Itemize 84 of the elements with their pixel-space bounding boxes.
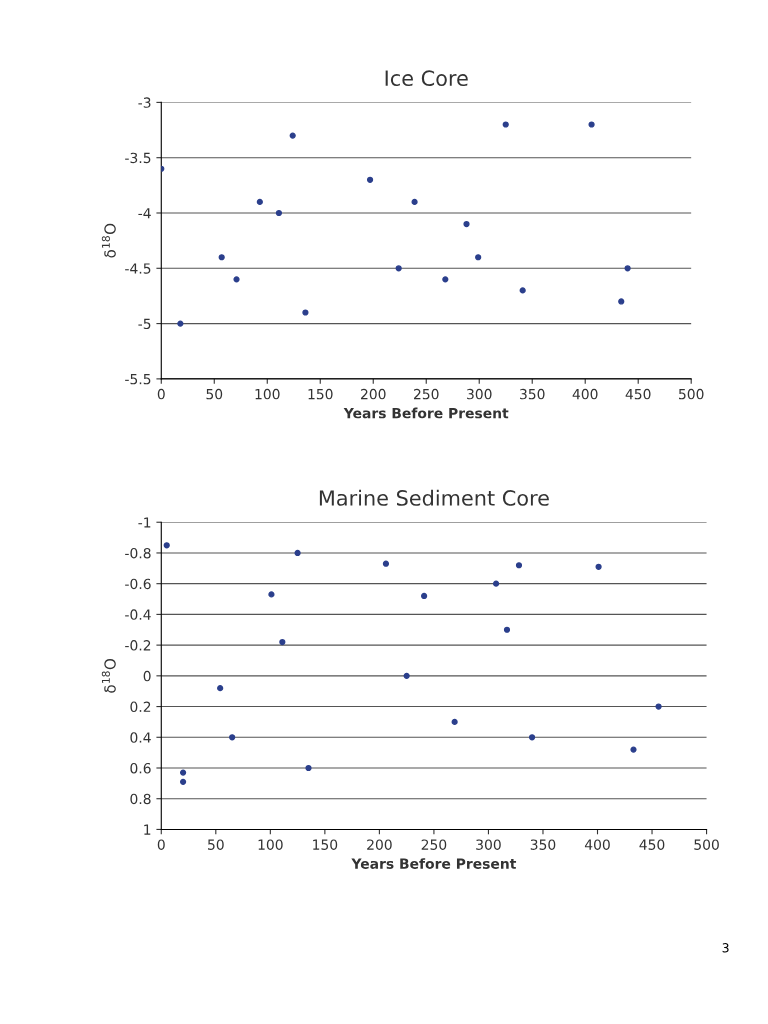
point xyxy=(289,132,296,139)
point xyxy=(179,769,187,776)
point xyxy=(588,121,595,128)
point xyxy=(268,591,275,598)
point xyxy=(503,626,511,633)
y-tick-label: 0.6 xyxy=(130,762,151,774)
x-tick-label: 500 xyxy=(694,839,719,850)
point xyxy=(528,734,536,741)
y-tick-label: -3 xyxy=(138,97,151,108)
x-tick-label: 400 xyxy=(584,839,610,850)
y-tick-label: 0.4 xyxy=(130,732,151,743)
point xyxy=(624,265,631,272)
x-tick-label: 0 xyxy=(157,388,165,400)
x-tick-label: 250 xyxy=(414,388,439,400)
y-tick-label: -0.2 xyxy=(125,640,151,651)
x-tick-label: 300 xyxy=(476,839,501,850)
point xyxy=(256,198,263,206)
point xyxy=(630,746,637,753)
x-tick-label: 350 xyxy=(530,839,556,850)
point xyxy=(382,560,390,567)
point xyxy=(366,176,374,183)
point xyxy=(294,549,301,557)
point xyxy=(618,298,625,305)
point xyxy=(492,580,500,587)
x-tick-label: 400 xyxy=(572,388,598,400)
x-tick-label: 150 xyxy=(313,839,338,850)
chart-title: Ice Core xyxy=(385,70,468,87)
point xyxy=(395,265,402,272)
point xyxy=(177,320,184,327)
x-tick-label: 450 xyxy=(639,839,665,850)
point xyxy=(179,778,187,785)
y-tick-label: -0.8 xyxy=(125,547,151,559)
y-tick-label: 1 xyxy=(144,824,151,835)
point xyxy=(302,309,309,316)
x-tick-label: 200 xyxy=(361,388,386,400)
y-tick-label: -5 xyxy=(138,318,151,330)
y-tick-label: -0.6 xyxy=(125,578,151,590)
y-tick-label: 0.8 xyxy=(130,793,151,805)
x-tick-label: 100 xyxy=(255,388,280,400)
x-tick-label: 350 xyxy=(520,388,545,400)
x-tick-label: 50 xyxy=(208,839,224,850)
point xyxy=(502,121,509,128)
point xyxy=(595,563,602,570)
y-axis-title: δ$^{18}$O xyxy=(101,223,116,258)
y-tick-label: -4 xyxy=(138,208,151,219)
y-tick-label: -5.5 xyxy=(125,374,151,385)
x-axis-title: Years Before Present xyxy=(351,858,517,869)
point xyxy=(279,638,286,646)
y-tick-label: 0.2 xyxy=(130,701,151,713)
y-tick-label: -0.4 xyxy=(125,609,151,620)
x-tick-label: 250 xyxy=(421,839,447,850)
chart-title: Marine Sediment Core xyxy=(319,489,549,506)
point xyxy=(421,592,428,600)
point xyxy=(217,685,224,692)
point xyxy=(475,254,482,261)
x-tick-label: 300 xyxy=(467,388,492,400)
point xyxy=(655,703,662,710)
x-tick-label: 0 xyxy=(157,839,165,850)
point xyxy=(451,718,458,726)
y-tick-label: -1 xyxy=(138,517,151,528)
point xyxy=(463,220,470,228)
point xyxy=(403,672,410,679)
x-tick-label: 50 xyxy=(206,388,223,400)
x-axis-title: Years Before Present xyxy=(343,407,509,419)
point xyxy=(519,287,526,294)
point xyxy=(305,764,312,772)
y-tick-label: -4.5 xyxy=(125,263,151,274)
x-tick-label: 150 xyxy=(308,388,333,400)
point xyxy=(275,209,283,217)
point xyxy=(442,276,449,283)
point xyxy=(233,276,240,283)
text: 3 xyxy=(722,943,729,953)
point xyxy=(218,254,225,261)
point xyxy=(411,198,418,206)
x-tick-label: 500 xyxy=(679,388,704,400)
y-tick-label: 0 xyxy=(143,670,151,682)
x-tick-label: 100 xyxy=(258,839,283,850)
point xyxy=(515,562,523,569)
y-axis-title: δ$^{18}$O xyxy=(101,658,116,693)
x-tick-label: 200 xyxy=(367,839,392,850)
point xyxy=(163,542,170,549)
x-tick-label: 450 xyxy=(625,388,651,400)
y-tick-label: -3.5 xyxy=(125,152,151,164)
point xyxy=(229,734,236,741)
